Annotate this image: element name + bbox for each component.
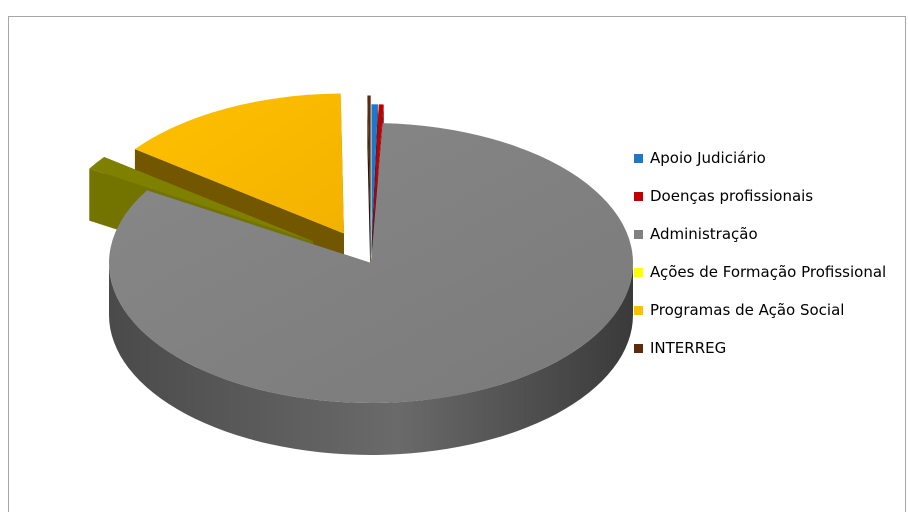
pie-chart (89, 93, 634, 455)
legend-item: Ações de Formação Profissional (634, 263, 905, 282)
legend: Apoio Judiciário Doenças profissionais Adm… (634, 149, 905, 377)
pie-slice-2-top (108, 123, 634, 404)
legend-label: Ações de Formação Profissional (650, 263, 887, 281)
legend-swatch (634, 306, 643, 315)
legend-item: Administração (634, 225, 905, 244)
legend-swatch (634, 192, 643, 201)
legend-swatch (634, 268, 643, 277)
legend-swatch (634, 154, 643, 163)
legend-item: Programas de Ação Social (634, 301, 905, 320)
chart-area: Apoio Judiciário Doenças profissionais Adm… (8, 16, 906, 512)
pie-slice-3-top (89, 156, 314, 242)
legend-item: Apoio Judiciário (634, 149, 905, 168)
pie-slice-5 (367, 95, 371, 288)
pie-slice-4-top (134, 93, 344, 234)
pie-slice-5-top (367, 95, 371, 236)
pie-slice-2 (108, 123, 634, 455)
pie-slice-1-top (372, 104, 384, 245)
legend-swatch (634, 344, 643, 353)
legend-label: INTERREG (650, 339, 727, 357)
legend-item: INTERREG (634, 339, 905, 358)
legend-swatch (634, 230, 643, 239)
legend-item: Doenças profissionais (634, 187, 905, 206)
legend-label: Programas de Ação Social (650, 301, 845, 319)
pie-slice-0-top (371, 104, 379, 245)
pie-slice-5-wall-0 (367, 95, 371, 288)
pie-slice-2-side (109, 263, 633, 455)
legend-label: Doenças profissionais (650, 187, 814, 205)
legend-label: Apoio Judiciário (650, 149, 766, 167)
legend-label: Administração (650, 225, 758, 243)
